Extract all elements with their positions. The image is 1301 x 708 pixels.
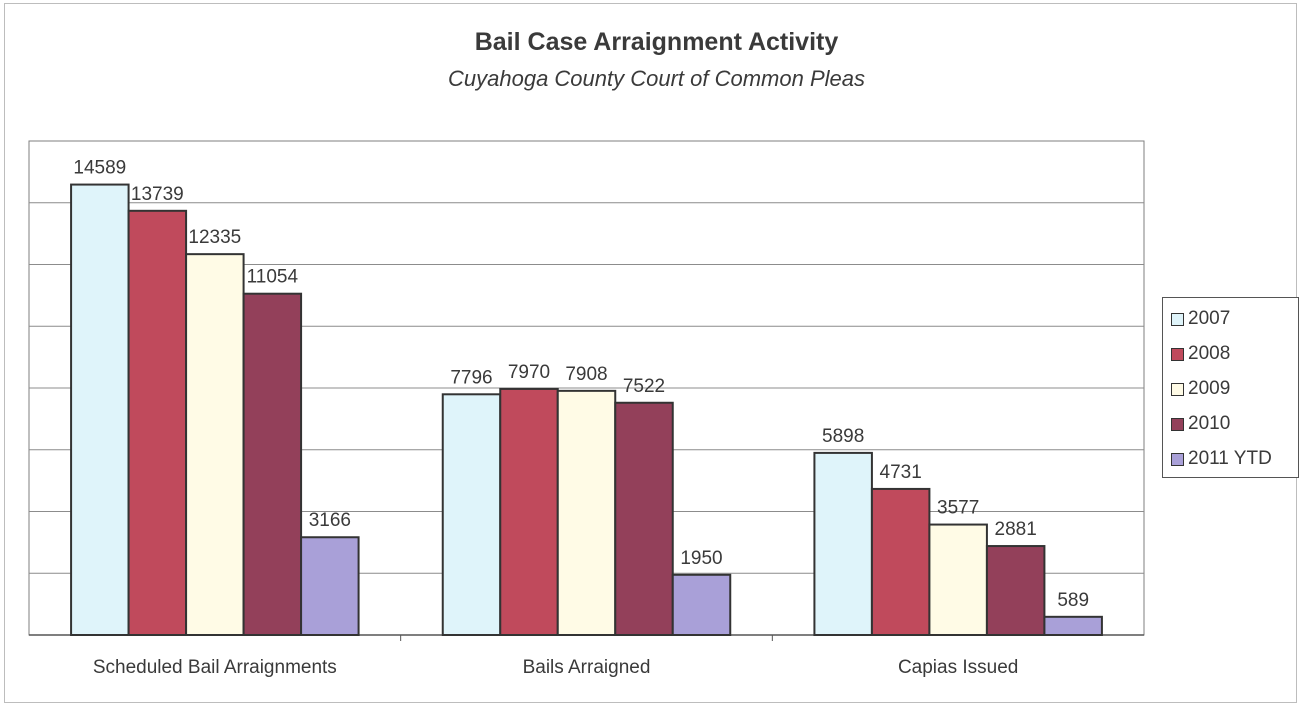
data-label: 13739: [131, 184, 184, 205]
bar: [70, 183, 130, 636]
legend-label: 2011 YTD: [1188, 448, 1272, 469]
data-label: 7522: [623, 376, 665, 397]
data-label: 2881: [995, 519, 1037, 540]
legend-label: 2009: [1188, 378, 1231, 399]
legend-swatch: [1171, 382, 1184, 396]
x-tick-label: Bails Arraigned: [523, 657, 651, 678]
legend-swatch: [1171, 347, 1184, 361]
bar: [813, 451, 873, 637]
bar: [870, 487, 931, 637]
data-label: 5898: [822, 426, 864, 447]
legend-label: 2008: [1188, 343, 1231, 364]
bar: [1043, 615, 1103, 637]
data-label: 11054: [247, 267, 299, 288]
data-label: 3166: [309, 510, 351, 531]
bar: [127, 209, 188, 636]
chart-legend: 2007 2008 2009 2010 2011 YTD: [1162, 297, 1299, 478]
data-label: 7970: [508, 362, 550, 383]
legend-label: 2010: [1188, 413, 1231, 434]
bar: [556, 389, 617, 637]
data-label: 14589: [73, 158, 126, 179]
data-label: 4731: [880, 462, 922, 483]
legend-item: 2009: [1171, 374, 1230, 404]
data-label: 3577: [937, 498, 979, 519]
bar: [441, 393, 502, 636]
legend-swatch: [1171, 312, 1184, 326]
legend-label: 2007: [1188, 308, 1231, 329]
legend-swatch: [1171, 417, 1184, 431]
data-label: 7796: [450, 367, 492, 388]
data-label: 589: [1057, 590, 1089, 611]
data-label: 7908: [565, 364, 607, 385]
bar: [985, 545, 1046, 637]
data-label: 1950: [680, 548, 722, 569]
bar: [185, 253, 245, 637]
data-label: 12335: [188, 227, 241, 248]
bar: [242, 292, 303, 636]
chart-subtitle: Cuyahoga County Court of Common Pleas: [448, 66, 865, 91]
bar: [499, 387, 559, 636]
legend-swatch: [1171, 452, 1184, 466]
bar: [671, 573, 732, 637]
legend-item: 2011 YTD: [1171, 444, 1272, 474]
legend-item: 2010: [1171, 409, 1230, 439]
bar: [300, 536, 360, 637]
legend-item: 2007: [1171, 304, 1230, 334]
x-tick-label: Capias Issued: [898, 657, 1018, 678]
legend-item: 2008: [1171, 339, 1230, 369]
bar: [614, 401, 674, 636]
chart-title: Bail Case Arraignment Activity: [474, 28, 839, 56]
x-tick-label: Scheduled Bail Arraignments: [93, 657, 337, 678]
bar: [928, 523, 988, 636]
